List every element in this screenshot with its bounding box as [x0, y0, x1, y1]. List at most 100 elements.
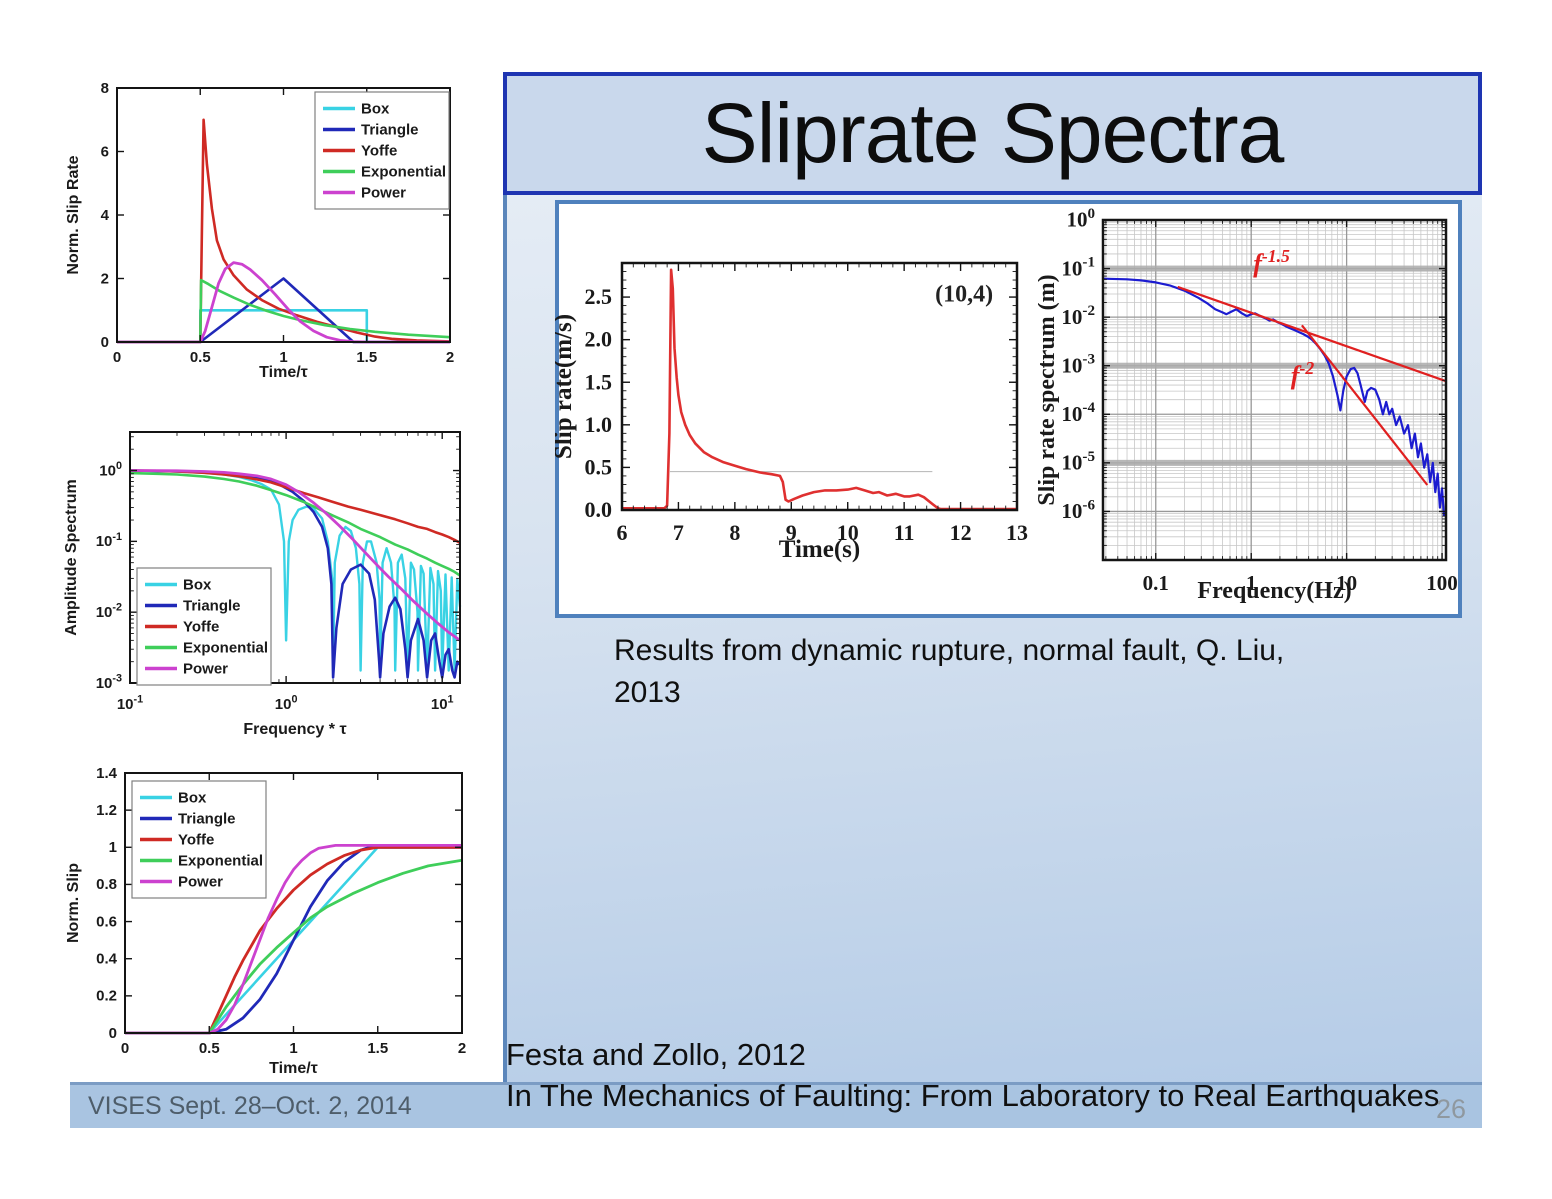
svg-text:1: 1 — [1246, 571, 1257, 595]
svg-text:Power: Power — [178, 874, 223, 891]
content-left-border — [503, 195, 507, 1082]
title-bar: Sliprate Spectra — [503, 72, 1482, 195]
slide-title: Sliprate Spectra — [701, 86, 1285, 180]
svg-text:Yoffe: Yoffe — [178, 832, 214, 849]
credit: Festa and Zollo, 2012 In The Mechanics o… — [506, 1034, 1496, 1116]
svg-text:10-1: 10-1 — [117, 694, 143, 713]
svg-text:2: 2 — [446, 349, 454, 366]
credit-line-1: Festa and Zollo, 2012 — [506, 1037, 806, 1072]
credit-line-2: In The Mechanics of Faulting: From Labor… — [506, 1078, 1440, 1113]
svg-text:10: 10 — [1336, 571, 1357, 595]
footer-text: VISES Sept. 28–Oct. 2, 2014 — [88, 1092, 412, 1120]
svg-text:10-1: 10-1 — [1061, 254, 1095, 280]
svg-text:10-2: 10-2 — [1061, 303, 1095, 329]
svg-text:9: 9 — [786, 520, 797, 545]
svg-text:101: 101 — [431, 694, 454, 713]
svg-text:10-3: 10-3 — [1061, 352, 1095, 378]
svg-text:1.5: 1.5 — [585, 369, 613, 394]
svg-text:100: 100 — [1066, 206, 1095, 232]
svg-text:Exponential: Exponential — [178, 853, 263, 870]
svg-text:100: 100 — [1426, 571, 1458, 595]
svg-text:Frequency(Hz): Frequency(Hz) — [1197, 578, 1351, 604]
chart-norm-slip: 0 0.5 1 1.5 2 0 0.2 0.4 0.6 0.8 1 1.2 1.4 Time/τ Norm.… — [60, 755, 490, 1085]
svg-text:Box: Box — [361, 101, 390, 118]
svg-text:0.8: 0.8 — [96, 876, 117, 893]
svg-text:10-1: 10-1 — [96, 531, 122, 550]
svg-text:1: 1 — [279, 349, 287, 366]
chart-norm-slip-rate: 0 0.5 1 1.5 2 0 2 4 6 8 Time/τ Norm. Slip Rate Box Tr… — [60, 55, 490, 400]
svg-text:10: 10 — [837, 520, 859, 545]
svg-text:0.1: 0.1 — [1143, 571, 1169, 595]
svg-text:0: 0 — [113, 349, 121, 366]
chart-slip-rate-time: 6 7 8 9 10 11 12 13 0.0 0.5 1.0 1.5 2.0 2.5 Time(s) Sli… — [555, 205, 1055, 575]
svg-text:10-3: 10-3 — [96, 673, 122, 692]
svg-text:0.4: 0.4 — [96, 951, 118, 968]
svg-text:1.5: 1.5 — [356, 349, 377, 366]
svg-text:2: 2 — [458, 1040, 466, 1057]
svg-text:0.0: 0.0 — [585, 497, 613, 522]
svg-text:Time/τ: Time/τ — [269, 1060, 318, 1077]
svg-text:0: 0 — [109, 1025, 117, 1042]
caption-line-1: Results from dynamic rupture, normal fau… — [614, 634, 1285, 667]
svg-text:0.6: 0.6 — [96, 913, 117, 930]
svg-text:100: 100 — [99, 460, 122, 479]
svg-text:1.2: 1.2 — [96, 802, 117, 819]
svg-text:Frequency * τ: Frequency * τ — [243, 721, 346, 738]
svg-text:Slip rate(m/s): Slip rate(m/s) — [555, 314, 577, 459]
caption-line-2: 2013 — [614, 676, 681, 709]
svg-text:f-1.5: f-1.5 — [1253, 246, 1290, 278]
svg-text:0: 0 — [121, 1040, 129, 1057]
svg-text:11: 11 — [894, 520, 915, 545]
svg-text:Box: Box — [183, 577, 212, 594]
svg-text:Power: Power — [183, 661, 228, 678]
svg-text:100: 100 — [275, 694, 298, 713]
svg-text:1: 1 — [289, 1040, 297, 1057]
svg-text:10-2: 10-2 — [96, 602, 122, 621]
svg-text:Triangle: Triangle — [183, 598, 241, 615]
chart-slip-rate-spectrum: 0.1 1 10 100 100 10-1 10-2 10-3 10-4 10-5 10-6 Freq… — [1038, 200, 1480, 610]
svg-text:1.4: 1.4 — [96, 765, 118, 782]
svg-text:2.5: 2.5 — [585, 284, 613, 309]
svg-text:13: 13 — [1006, 520, 1028, 545]
svg-text:8: 8 — [101, 80, 109, 97]
svg-text:10-5: 10-5 — [1061, 449, 1095, 475]
svg-text:0: 0 — [101, 334, 109, 351]
svg-text:1.0: 1.0 — [585, 412, 613, 437]
svg-text:Exponential: Exponential — [361, 164, 446, 181]
svg-text:4: 4 — [101, 207, 110, 224]
svg-text:12: 12 — [950, 520, 972, 545]
svg-text:Time(s): Time(s) — [779, 536, 860, 563]
svg-text:1.5: 1.5 — [367, 1040, 388, 1057]
svg-text:Exponential: Exponential — [183, 640, 268, 657]
svg-text:Slip rate spectrum (m): Slip rate spectrum (m) — [1038, 274, 1060, 505]
svg-text:Triangle: Triangle — [361, 122, 419, 139]
svg-text:6: 6 — [101, 143, 109, 160]
svg-text:f-2: f-2 — [1291, 358, 1315, 390]
svg-text:8: 8 — [729, 520, 740, 545]
svg-text:0.5: 0.5 — [199, 1040, 220, 1057]
page-number: 26 — [1436, 1094, 1467, 1124]
svg-text:10-4: 10-4 — [1061, 400, 1095, 426]
svg-text:0.2: 0.2 — [96, 988, 117, 1005]
svg-text:Power: Power — [361, 185, 406, 202]
svg-text:Amplitude Spectrum: Amplitude Spectrum — [63, 479, 80, 635]
svg-text:0.5: 0.5 — [585, 454, 613, 479]
svg-text:7: 7 — [673, 520, 684, 545]
svg-text:Triangle: Triangle — [178, 811, 236, 828]
svg-text:Time/τ: Time/τ — [259, 364, 308, 381]
caption: Results from dynamic rupture, normal fau… — [614, 630, 1484, 714]
svg-text:Norm. Slip Rate: Norm. Slip Rate — [65, 155, 82, 274]
svg-text:2.0: 2.0 — [585, 327, 613, 352]
chart-amplitude-spectrum: 10-1 100 101 100 10-1 10-2 10-3 Frequency * τ Am… — [60, 420, 490, 750]
svg-text:Box: Box — [178, 790, 207, 807]
svg-text:Yoffe: Yoffe — [361, 143, 397, 160]
svg-text:6: 6 — [617, 520, 628, 545]
svg-text:(10,4): (10,4) — [935, 281, 993, 307]
svg-text:2: 2 — [101, 270, 109, 287]
svg-text:1: 1 — [109, 839, 117, 856]
footer-band: VISES Sept. 28–Oct. 2, 2014 — [70, 1082, 1482, 1128]
svg-text:10-6: 10-6 — [1061, 497, 1095, 523]
svg-text:Yoffe: Yoffe — [183, 619, 219, 636]
svg-text:Norm. Slip: Norm. Slip — [65, 863, 82, 943]
